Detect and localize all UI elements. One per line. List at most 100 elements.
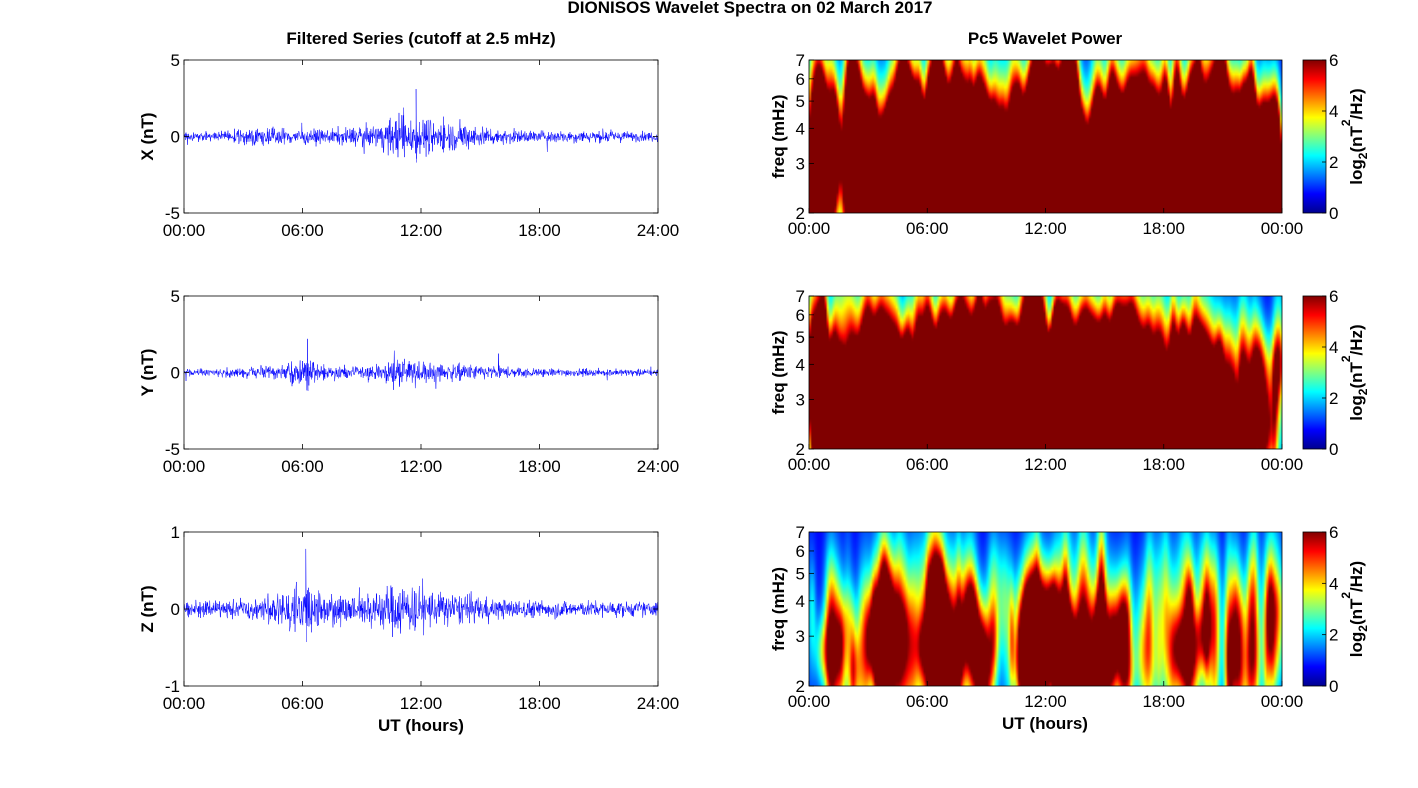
y-tick-label: 3	[796, 627, 805, 646]
colorbar-tick-label: 6	[1329, 287, 1338, 306]
x-tick-label: 00:00	[788, 455, 831, 474]
y-tick-label: 2	[796, 677, 805, 696]
x-tick-label: 18:00	[518, 694, 561, 713]
x-tick-label: 18:00	[518, 221, 561, 240]
left-x-axis-label: UT (hours)	[378, 716, 464, 735]
colorbar-label-part: 2	[1339, 355, 1353, 362]
y-tick-label: 5	[796, 328, 805, 347]
left-column-title: Filtered Series (cutoff at 2.5 mHz)	[286, 29, 555, 48]
x-tick-label: 00:00	[163, 457, 206, 476]
x-tick-label: 06:00	[281, 221, 324, 240]
y-tick-label: 7	[796, 287, 805, 306]
x-tick-label: 12:00	[1024, 692, 1067, 711]
x-tick-label: 00:00	[163, 694, 206, 713]
y-tick-label: -1	[165, 677, 180, 696]
colorbar	[1302, 295, 1327, 450]
colorbar-tick-label: 0	[1329, 677, 1338, 696]
y-tick-label: 6	[796, 542, 805, 561]
colorbar-label-part: log	[1347, 159, 1366, 185]
wavelet-power-image	[809, 532, 1282, 686]
colorbar-label-part: (nT	[1347, 362, 1366, 389]
x-tick-label: 06:00	[281, 694, 324, 713]
colorbar-label: log2(nT2/Hz)	[1339, 561, 1370, 657]
x-tick-label: 06:00	[906, 692, 949, 711]
y-tick-label: 5	[796, 564, 805, 583]
y-tick-label: 2	[796, 204, 805, 223]
y-axis-label: freq (mHz)	[769, 330, 788, 414]
signal-line	[183, 89, 659, 163]
y-tick-label: 4	[796, 355, 805, 374]
y-tick-label: 0	[171, 128, 180, 147]
colorbar-label-part: 2	[1356, 152, 1370, 159]
colorbar-tick-label: 4	[1329, 574, 1338, 593]
x-tick-label: 12:00	[400, 694, 443, 713]
y-tick-label: -5	[165, 440, 180, 459]
y-tick-label: 4	[796, 592, 805, 611]
y-tick-label: 6	[796, 306, 805, 325]
y-axis-label: Y (nT)	[138, 349, 157, 397]
colorbar	[1302, 59, 1327, 214]
x-tick-label: 18:00	[1142, 692, 1185, 711]
y-tick-label: 7	[796, 51, 805, 70]
colorbar-label-part: /Hz)	[1347, 324, 1366, 355]
colorbar-label-part: 2	[1356, 625, 1370, 632]
signal-line	[183, 548, 659, 643]
x-tick-label: 18:00	[1142, 219, 1185, 238]
x-tick-label: 00:00	[1261, 455, 1304, 474]
colorbar-tick-label: 4	[1329, 338, 1338, 357]
x-tick-label: 18:00	[518, 457, 561, 476]
colorbar-label-part: log	[1347, 632, 1366, 658]
y-axis-label: Z (nT)	[138, 585, 157, 632]
colorbar-label-part: (nT	[1347, 126, 1366, 153]
line-panel-2: 5 0 -500:00 06:00 12:00 18:00 24:00 Y (nT)	[138, 287, 679, 476]
x-tick-label: 00:00	[163, 221, 206, 240]
colorbar-tick-label: 0	[1329, 204, 1338, 223]
y-tick-label: 5	[171, 287, 180, 306]
colorbar-tick-label: 2	[1329, 626, 1338, 645]
x-tick-label: 00:00	[788, 692, 831, 711]
y-tick-label: 4	[796, 119, 805, 138]
x-tick-label: 12:00	[1024, 219, 1067, 238]
x-tick-label: 12:00	[400, 221, 443, 240]
y-tick-label: 1	[171, 523, 180, 542]
y-axis-label: X (nT)	[138, 112, 157, 160]
x-tick-label: 24:00	[637, 457, 680, 476]
wavelet-power-image	[809, 60, 1282, 213]
y-tick-label: 6	[796, 70, 805, 89]
y-tick-label: 5	[796, 92, 805, 111]
x-tick-label: 06:00	[906, 455, 949, 474]
y-tick-label: -5	[165, 204, 180, 223]
colorbar-label-part: /Hz)	[1347, 561, 1366, 592]
colorbar-label: log2(nT2/Hz)	[1339, 324, 1370, 420]
colorbar-label-part: 2	[1339, 119, 1353, 126]
colorbar-label: log2(nT2/Hz)	[1339, 88, 1370, 184]
x-tick-label: 06:00	[281, 457, 324, 476]
colorbar-label-part: 2	[1356, 388, 1370, 395]
x-tick-label: 12:00	[400, 457, 443, 476]
colorbar-tick-label: 4	[1329, 102, 1338, 121]
x-tick-label: 00:00	[788, 219, 831, 238]
colorbar-label-part: 2	[1339, 592, 1353, 599]
colorbar-label-part: /Hz)	[1347, 88, 1366, 119]
figure-title: DIONISOS Wavelet Spectra on 02 March 201…	[567, 0, 932, 17]
y-axis-label: freq (mHz)	[769, 94, 788, 178]
y-tick-label: 2	[796, 440, 805, 459]
x-tick-label: 24:00	[637, 694, 680, 713]
line-panel-3: 1 0 -100:00 06:00 12:00 18:00 24:00 Z (nT)	[138, 523, 679, 713]
x-tick-label: 00:00	[1261, 692, 1304, 711]
colorbar-label-part: (nT	[1347, 598, 1366, 625]
x-tick-label: 24:00	[637, 221, 680, 240]
colorbar-label-part: log	[1347, 395, 1366, 421]
y-tick-label: 7	[796, 523, 805, 542]
y-axis-label: freq (mHz)	[769, 567, 788, 651]
y-tick-label: 0	[171, 364, 180, 383]
y-tick-label: 5	[171, 51, 180, 70]
wavelet-power-image	[809, 296, 1282, 449]
y-tick-label: 0	[171, 600, 180, 619]
colorbar	[1302, 531, 1327, 687]
right-column-title: Pc5 Wavelet Power	[968, 29, 1123, 48]
